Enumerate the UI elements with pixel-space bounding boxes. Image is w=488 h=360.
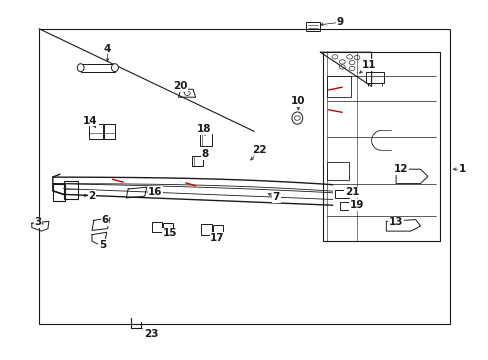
Bar: [89, 124, 103, 139]
Text: 15: 15: [163, 228, 177, 238]
Text: 6: 6: [102, 215, 108, 225]
Text: 8: 8: [202, 149, 208, 159]
Text: 12: 12: [393, 164, 407, 174]
Text: 13: 13: [388, 217, 403, 228]
Bar: [201, 224, 212, 235]
Text: 7: 7: [272, 192, 280, 202]
Bar: [213, 225, 223, 234]
Text: 18: 18: [197, 124, 211, 134]
Text: 10: 10: [290, 96, 305, 106]
Text: 16: 16: [148, 186, 163, 197]
Ellipse shape: [77, 64, 84, 72]
Text: 4: 4: [103, 44, 111, 54]
Bar: [339, 202, 354, 210]
Text: 23: 23: [144, 329, 159, 339]
Text: 1: 1: [458, 164, 465, 174]
Bar: [39, 29, 449, 324]
Bar: [334, 190, 348, 198]
Bar: [200, 134, 212, 146]
Text: 5: 5: [99, 240, 106, 250]
Bar: [151, 222, 162, 232]
Text: 9: 9: [336, 17, 343, 27]
Bar: [326, 162, 348, 180]
Bar: [81, 64, 115, 72]
Text: 20: 20: [172, 81, 187, 91]
Text: 19: 19: [349, 200, 364, 210]
Text: 21: 21: [344, 187, 359, 197]
Bar: [63, 181, 78, 199]
Bar: [305, 22, 320, 31]
Bar: [326, 76, 350, 97]
Bar: [365, 72, 384, 83]
Text: 14: 14: [83, 116, 98, 126]
Text: 17: 17: [210, 233, 224, 243]
Bar: [191, 156, 203, 166]
Text: 3: 3: [35, 217, 41, 228]
Text: 11: 11: [361, 60, 376, 70]
Bar: [163, 223, 173, 231]
Ellipse shape: [111, 64, 118, 72]
Ellipse shape: [291, 112, 302, 124]
Text: 2: 2: [88, 191, 95, 201]
Text: 22: 22: [251, 145, 266, 156]
Bar: [53, 184, 64, 201]
Bar: [104, 124, 115, 139]
